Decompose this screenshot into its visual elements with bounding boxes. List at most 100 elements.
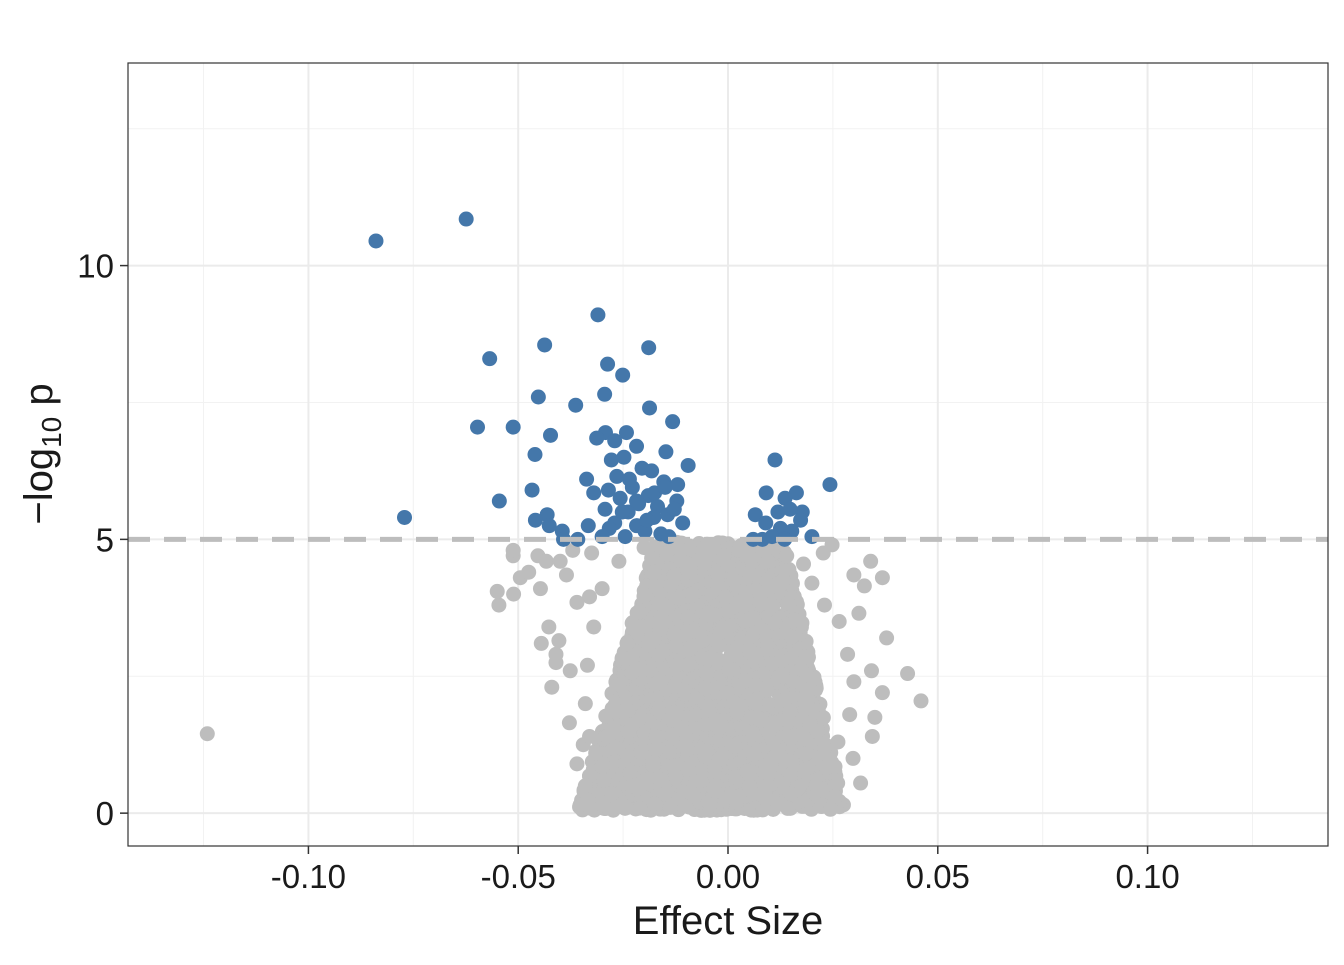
point-dense-cluster (767, 615, 783, 631)
point-dense-cluster (797, 746, 813, 762)
point-significant (586, 485, 602, 501)
point-not_significant (558, 567, 574, 583)
point-dense-cluster (741, 565, 757, 581)
point-not_significant (533, 635, 549, 651)
point-dense-cluster (683, 640, 699, 656)
point-dense-cluster (633, 745, 649, 761)
point-dense-cluster (787, 612, 803, 628)
y-axis: 0 5 10 (77, 248, 128, 832)
y-tick-label: 0 (96, 795, 114, 832)
point-dense-cluster (648, 742, 664, 758)
y-axis-label-prefix: −log (17, 448, 61, 525)
y-axis-label: −log10 p (17, 383, 67, 524)
point-not_significant (760, 553, 776, 569)
point-not_significant (532, 581, 548, 597)
point-dense-cluster (636, 588, 652, 604)
point-dense-cluster (637, 772, 653, 788)
point-dense-cluster (648, 728, 664, 744)
point-dense-cluster (794, 728, 810, 744)
point-not_significant (779, 548, 795, 564)
point-significant (612, 490, 628, 506)
point-dense-cluster (599, 728, 615, 744)
point-dense-cluster (745, 626, 761, 642)
point-not_significant (636, 540, 652, 556)
point-not_significant (199, 726, 215, 742)
point-dense-cluster (598, 708, 614, 724)
point-significant (368, 233, 384, 249)
point-dense-cluster (796, 763, 812, 779)
point-dense-cluster (783, 731, 799, 747)
point-significant (594, 529, 610, 545)
point-dense-cluster (631, 711, 647, 727)
point-significant (666, 501, 682, 517)
point-dense-cluster (695, 633, 711, 649)
point-significant (609, 468, 625, 484)
point-not_significant (730, 542, 746, 558)
point-not_significant (842, 707, 858, 723)
y-tick-label: 10 (77, 248, 114, 285)
point-dense-cluster (702, 796, 718, 812)
point-significant (614, 504, 630, 520)
point-not_significant (831, 614, 847, 630)
point-not_significant (594, 581, 610, 597)
point-dense-cluster (668, 768, 684, 784)
point-dense-cluster (729, 705, 745, 721)
point-not_significant (506, 586, 522, 602)
point-significant (597, 501, 613, 517)
point-dense-cluster (678, 730, 694, 746)
point-not_significant (584, 545, 600, 561)
point-dense-cluster (769, 576, 785, 592)
point-not_significant (686, 789, 702, 805)
point-significant (788, 485, 804, 501)
point-significant (600, 356, 616, 372)
point-significant (590, 307, 606, 323)
point-not_significant (783, 786, 799, 802)
point-not_significant (743, 551, 759, 567)
point-not_significant (596, 772, 612, 788)
point-dense-cluster (644, 550, 660, 566)
point-dense-cluster (759, 682, 775, 698)
point-dense-cluster (765, 598, 781, 614)
point-dense-cluster (693, 773, 709, 789)
point-significant (482, 351, 498, 367)
point-dense-cluster (760, 696, 776, 712)
point-dense-cluster (651, 647, 667, 663)
point-dense-cluster (592, 786, 608, 802)
point-dense-cluster (802, 715, 818, 731)
point-significant (491, 493, 507, 509)
point-dense-cluster (678, 683, 694, 699)
point-significant (524, 482, 540, 498)
point-significant (580, 518, 596, 534)
point-not_significant (604, 786, 620, 802)
point-dense-cluster (624, 665, 640, 681)
point-not_significant (548, 655, 564, 671)
point-significant (541, 518, 557, 534)
point-not_significant (569, 756, 585, 772)
point-dense-cluster (637, 725, 653, 741)
point-significant (657, 479, 673, 495)
point-not_significant (827, 759, 843, 775)
point-not_significant (804, 575, 820, 591)
point-not_significant (900, 666, 916, 682)
point-dense-cluster (668, 638, 684, 654)
point-significant (543, 427, 559, 443)
point-dense-cluster (622, 765, 638, 781)
y-tick-label: 5 (96, 521, 114, 558)
point-dense-cluster (698, 716, 714, 732)
y-axis-label-suffix: p (17, 383, 61, 416)
point-dense-cluster (747, 695, 763, 711)
point-dense-cluster (631, 604, 647, 620)
point-significant (665, 414, 681, 430)
point-dense-cluster (784, 629, 800, 645)
point-significant (767, 452, 783, 468)
point-dense-cluster (680, 609, 696, 625)
point-dense-cluster (647, 564, 663, 580)
point-significant (758, 485, 774, 501)
point-not_significant (851, 605, 867, 621)
point-significant (670, 477, 686, 493)
point-dense-cluster (679, 741, 695, 757)
point-dense-cluster (697, 748, 713, 764)
point-not_significant (657, 786, 673, 802)
point-not_significant (874, 685, 890, 701)
